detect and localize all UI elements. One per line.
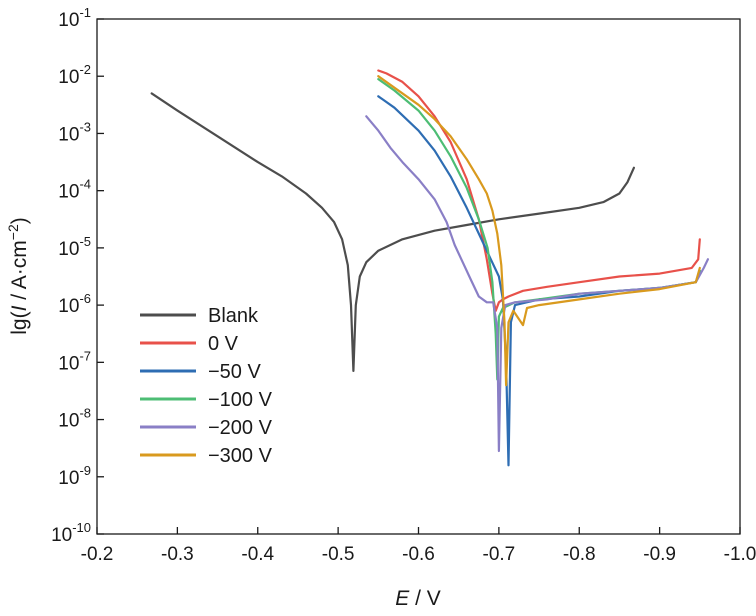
x-tick-label: -0.6 bbox=[402, 544, 435, 565]
x-tick-label: -0.5 bbox=[322, 544, 355, 565]
series-group bbox=[150, 69, 709, 467]
x-tick-label: -0.2 bbox=[81, 544, 114, 565]
y-tick-label: 10-1 bbox=[58, 5, 91, 31]
series-line-0 bbox=[150, 92, 635, 372]
series-line-2 bbox=[377, 95, 701, 467]
y-tick-label: 10-8 bbox=[58, 406, 91, 432]
y-axis: 10-1 10-2 10-3 10-4 10-5 10-6 10-7 10-8 10-9 10-1… bbox=[51, 5, 104, 546]
plot-area bbox=[96, 18, 741, 535]
y-axis-title: lg(I / A·cm−2) bbox=[5, 217, 31, 335]
y-tick-label: 10-6 bbox=[58, 291, 91, 317]
y-tick-label: 10-9 bbox=[58, 463, 91, 489]
x-tick-label: -0.3 bbox=[161, 544, 194, 565]
y-tick-label: 10-10 bbox=[51, 520, 91, 546]
series-line-5 bbox=[377, 75, 701, 387]
y-tick-label: 10-4 bbox=[58, 177, 91, 203]
series-line-4 bbox=[365, 115, 709, 453]
legend-label: 0 V bbox=[208, 333, 239, 355]
x-axis-title: E / V bbox=[395, 587, 441, 610]
legend-label: −200 V bbox=[208, 417, 273, 439]
y-tick-label: 10-5 bbox=[58, 234, 91, 260]
x-tick-label: -0.7 bbox=[483, 544, 516, 565]
legend-label: −300 V bbox=[208, 445, 273, 467]
x-tick-label: -0.8 bbox=[563, 544, 596, 565]
legend-label: −50 V bbox=[208, 361, 261, 383]
y-tick-label: 10-3 bbox=[58, 119, 91, 145]
x-tick-label: -0.9 bbox=[643, 544, 676, 565]
series-line-3 bbox=[377, 78, 701, 381]
legend: Blank 0 V −50 V −100 V −200 V −300 V bbox=[140, 305, 273, 467]
legend-label: −100 V bbox=[208, 389, 273, 411]
y-tick-label: 10-2 bbox=[58, 62, 91, 88]
series-line-1 bbox=[377, 69, 701, 312]
x-axis: -0.2 -0.3 -0.4 -0.5 -0.6 -0.7 -0.8 -0.9 -1.0 bbox=[81, 527, 756, 565]
legend-label: Blank bbox=[208, 305, 259, 327]
y-tick-label: 10-7 bbox=[58, 348, 91, 374]
x-tick-label: -0.4 bbox=[241, 544, 274, 565]
x-tick-label: -1.0 bbox=[724, 544, 756, 565]
